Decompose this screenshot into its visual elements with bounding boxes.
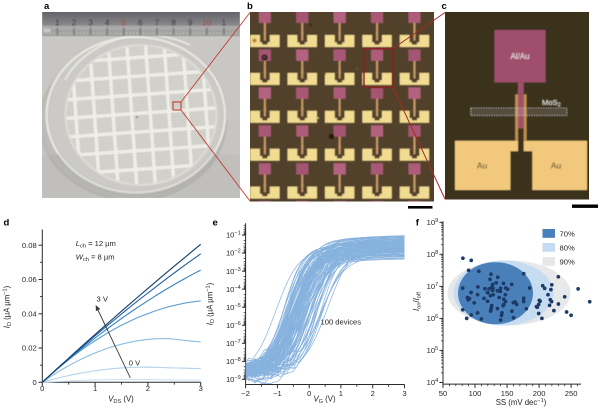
svg-text:250: 250 <box>565 389 578 398</box>
svg-text:f: f <box>416 217 420 228</box>
svg-text:3: 3 <box>402 389 406 398</box>
svg-text:3 V: 3 V <box>97 295 109 304</box>
svg-text:10−3: 10−3 <box>226 267 241 276</box>
svg-text:8: 8 <box>171 19 176 28</box>
svg-text:−2: −2 <box>241 389 250 398</box>
svg-text:1: 1 <box>55 19 60 28</box>
svg-text:100: 100 <box>469 389 482 398</box>
svg-text:9: 9 <box>188 19 193 28</box>
svg-text:−1: −1 <box>273 389 282 398</box>
svg-text:c: c <box>442 1 447 12</box>
svg-text:ID (µA µm−1): ID (µA µm−1) <box>3 285 14 328</box>
svg-text:0: 0 <box>40 384 44 393</box>
svg-text:3: 3 <box>199 384 203 393</box>
svg-text:10−4: 10−4 <box>226 285 241 294</box>
svg-text:7: 7 <box>155 19 160 28</box>
svg-text:10−2: 10−2 <box>226 249 241 258</box>
svg-text:0.08: 0.08 <box>22 241 37 250</box>
svg-text:ID (µA µm−1): ID (µA µm−1) <box>206 282 217 325</box>
svg-text:5: 5 <box>121 19 126 28</box>
svg-text:106: 106 <box>427 314 439 323</box>
svg-text:0.04: 0.04 <box>22 309 37 318</box>
svg-text:50: 50 <box>439 389 447 398</box>
svg-text:2: 2 <box>146 384 150 393</box>
svg-text:2: 2 <box>371 389 375 398</box>
svg-text:10−7: 10−7 <box>226 339 241 348</box>
svg-text:200: 200 <box>533 389 546 398</box>
svg-text:10−8: 10−8 <box>226 357 241 366</box>
svg-text:MoS2: MoS2 <box>542 98 561 109</box>
svg-text:4: 4 <box>105 19 110 28</box>
svg-text:e: e <box>213 218 218 229</box>
svg-text:90%: 90% <box>560 257 575 266</box>
svg-text:100 devices: 100 devices <box>321 318 362 327</box>
svg-text:a: a <box>44 1 50 12</box>
svg-text:0.06: 0.06 <box>22 275 37 284</box>
svg-text:3: 3 <box>88 19 93 28</box>
svg-text:SS (mV dec−1): SS (mV dec−1) <box>496 398 547 407</box>
svg-text:VDS (V): VDS (V) <box>108 395 134 406</box>
svg-text:Au: Au <box>551 161 562 171</box>
svg-text:1: 1 <box>339 389 343 398</box>
svg-text:80%: 80% <box>560 243 575 252</box>
svg-text:0 V: 0 V <box>129 359 141 368</box>
svg-text:107: 107 <box>427 282 439 291</box>
svg-text:d: d <box>4 218 10 229</box>
svg-text:6: 6 <box>138 19 143 28</box>
svg-text:0: 0 <box>307 389 311 398</box>
svg-text:0: 0 <box>32 378 36 387</box>
svg-text:1: 1 <box>222 19 227 28</box>
svg-text:Lch = 12 µm: Lch = 12 µm <box>76 239 116 250</box>
svg-text:1: 1 <box>93 384 97 393</box>
svg-text:b: b <box>247 1 253 12</box>
svg-text:Al/Au: Al/Au <box>510 52 529 61</box>
svg-text:109: 109 <box>427 218 439 227</box>
svg-text:0.02: 0.02 <box>22 344 37 353</box>
svg-text:Wch = 8 µm: Wch = 8 µm <box>76 253 115 264</box>
svg-text:VG (V): VG (V) <box>313 395 336 406</box>
svg-text:108: 108 <box>427 250 439 259</box>
svg-text:105: 105 <box>427 346 439 355</box>
svg-text:10−6: 10−6 <box>226 321 241 330</box>
svg-text:10−5: 10−5 <box>226 303 241 312</box>
svg-text:10: 10 <box>202 19 212 28</box>
svg-text:10−1: 10−1 <box>226 231 241 240</box>
svg-text:Au: Au <box>477 161 488 171</box>
svg-text:150: 150 <box>501 389 514 398</box>
svg-text:Ion/Ioff: Ion/Ioff <box>412 292 423 311</box>
svg-text:70%: 70% <box>560 229 575 238</box>
svg-text:10−9: 10−9 <box>226 375 241 384</box>
svg-text:104: 104 <box>427 378 439 387</box>
svg-text:2: 2 <box>72 19 77 28</box>
